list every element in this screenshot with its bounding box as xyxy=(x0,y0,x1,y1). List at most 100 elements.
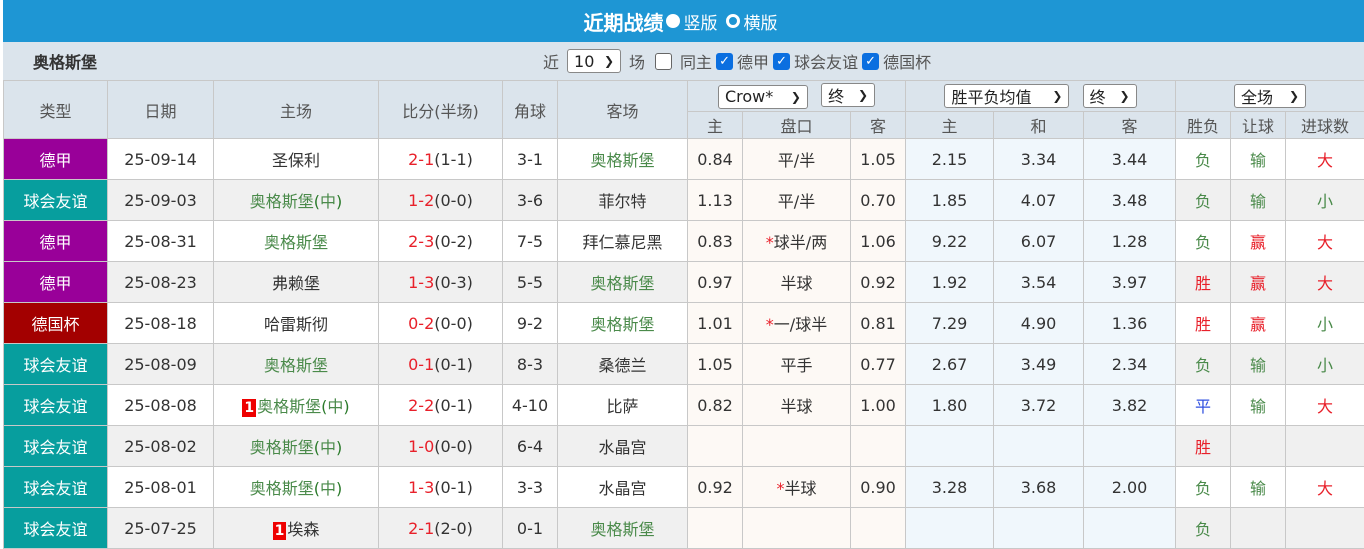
away-team-link[interactable]: 桑德兰 xyxy=(598,356,646,375)
date-text: 25-07-25 xyxy=(124,519,197,538)
match-date: 25-08-09 xyxy=(108,344,214,385)
col-goals: 进球数 xyxy=(1286,112,1364,139)
odds: 1.36 xyxy=(1112,314,1148,333)
home-team-link[interactable]: 奥格斯堡 xyxy=(250,438,314,457)
eu-draw-odds: 3.49 xyxy=(994,344,1084,385)
corner-count: 3-6 xyxy=(503,180,558,221)
home-team-link[interactable]: 埃森 xyxy=(287,520,319,539)
home-team-link[interactable]: 奥格斯堡 xyxy=(257,397,321,416)
win-loss-result: 胜 xyxy=(1176,426,1231,467)
checkbox-same-home[interactable] xyxy=(655,53,672,70)
odds: 4.07 xyxy=(1021,191,1057,210)
league-label: 球会友谊 xyxy=(23,438,87,457)
win-loss-result: 负 xyxy=(1176,180,1231,221)
col-eu-away: 客 xyxy=(1084,112,1176,139)
home-team-link[interactable]: 奥格斯堡 xyxy=(264,233,328,252)
match-score: 1-3(0-3) xyxy=(379,262,503,303)
half-score: (0-1) xyxy=(434,478,473,497)
home-team-link[interactable]: 弗赖堡 xyxy=(272,274,320,293)
odds: 3.44 xyxy=(1112,150,1148,169)
full-score: 2-1 xyxy=(408,150,434,169)
home-team-link[interactable]: 奥格斯堡 xyxy=(250,479,314,498)
away-team-link[interactable]: 水晶宫 xyxy=(598,479,646,498)
eu-away-odds: 3.44 xyxy=(1084,139,1176,180)
radio-vertical-label[interactable]: 竖版 xyxy=(684,9,718,34)
result: 输 xyxy=(1250,192,1266,211)
euro-state-value: 终 xyxy=(1090,84,1106,108)
match-score: 0-1(0-1) xyxy=(379,344,503,385)
asia-line: *一/球半 xyxy=(743,303,851,344)
line-text: 半球 xyxy=(780,397,812,416)
away-team-link[interactable]: 菲尔特 xyxy=(598,192,646,211)
star-marker: * xyxy=(766,233,774,252)
asia-home-odds: 0.84 xyxy=(688,139,743,180)
away-team-link[interactable]: 奥格斯堡 xyxy=(590,520,654,539)
match-count-select[interactable]: 10❯ xyxy=(567,49,621,73)
goals-result: 大 xyxy=(1286,467,1364,508)
asia-line xyxy=(743,508,851,549)
odds: 3.28 xyxy=(932,478,968,497)
period-value: 全场 xyxy=(1241,84,1273,108)
asian-odds-header: Crow*❯ 终❯ xyxy=(688,81,906,112)
radio-horizontal[interactable] xyxy=(726,14,740,28)
home-team-link[interactable]: 圣保利 xyxy=(272,151,320,170)
col-handicap: 让球 xyxy=(1231,112,1286,139)
match-score: 2-1(1-1) xyxy=(379,139,503,180)
checkbox-dfb-pokal[interactable]: ✓ xyxy=(862,53,879,70)
eu-away-odds xyxy=(1084,508,1176,549)
date-text: 25-08-23 xyxy=(124,273,197,292)
away-team-link[interactable]: 奥格斯堡 xyxy=(590,315,654,334)
period-select[interactable]: 全场❯ xyxy=(1234,84,1306,108)
asia-line: 平/半 xyxy=(743,139,851,180)
asia-away-odds: 0.92 xyxy=(851,262,906,303)
asia-line: 平/半 xyxy=(743,180,851,221)
result: 输 xyxy=(1250,397,1266,416)
odds: 1.92 xyxy=(932,273,968,292)
asia-home-odds: 0.82 xyxy=(688,385,743,426)
asia-away-odds: 1.00 xyxy=(851,385,906,426)
home-team-link[interactable]: 哈雷斯彻 xyxy=(264,315,328,334)
eu-draw-odds: 4.90 xyxy=(994,303,1084,344)
league-type: 球会友谊 xyxy=(4,385,108,426)
half-score: (0-0) xyxy=(434,314,473,333)
odds-type-select[interactable]: 胜平负均值❯ xyxy=(944,84,1069,108)
chevron-down-icon: ❯ xyxy=(604,54,614,68)
away-team: 奥格斯堡 xyxy=(558,508,688,549)
away-team-link[interactable]: 拜仁慕尼黑 xyxy=(582,233,662,252)
full-score: 1-0 xyxy=(408,437,434,456)
home-team-link[interactable]: 奥格斯堡 xyxy=(250,192,314,211)
checkbox-bundesliga[interactable]: ✓ xyxy=(716,53,733,70)
bookmaker-select[interactable]: Crow*❯ xyxy=(718,85,808,109)
eu-draw-odds xyxy=(994,508,1084,549)
eu-home-odds: 7.29 xyxy=(906,303,994,344)
odds: 3.34 xyxy=(1021,150,1057,169)
away-team-link[interactable]: 水晶宫 xyxy=(598,438,646,457)
col-asia-away: 客 xyxy=(851,112,906,139)
away-team-link[interactable]: 奥格斯堡 xyxy=(590,274,654,293)
checkbox-bundesliga-label: 德甲 xyxy=(737,49,769,73)
asian-state-select[interactable]: 终❯ xyxy=(821,83,875,107)
away-team: 水晶宫 xyxy=(558,426,688,467)
odds: 2.00 xyxy=(1112,478,1148,497)
asia-away-odds: 1.05 xyxy=(851,139,906,180)
corner-count: 3-3 xyxy=(503,467,558,508)
checkbox-club-friendly[interactable]: ✓ xyxy=(773,53,790,70)
asia-home-odds xyxy=(688,508,743,549)
home-team: 奥格斯堡(中) xyxy=(214,180,379,221)
radio-horizontal-label[interactable]: 横版 xyxy=(744,9,778,34)
asia-line: *球半/两 xyxy=(743,221,851,262)
asia-home-odds: 0.92 xyxy=(688,467,743,508)
odds: 1.05 xyxy=(860,150,896,169)
away-team-link[interactable]: 奥格斯堡 xyxy=(590,151,654,170)
eu-away-odds: 3.48 xyxy=(1084,180,1176,221)
euro-state-select[interactable]: 终❯ xyxy=(1083,84,1137,108)
home-team-link[interactable]: 奥格斯堡 xyxy=(264,356,328,375)
league-type: 德甲 xyxy=(4,262,108,303)
radio-vertical[interactable] xyxy=(666,14,680,28)
eu-away-odds: 2.00 xyxy=(1084,467,1176,508)
away-team-link[interactable]: 比萨 xyxy=(606,397,638,416)
